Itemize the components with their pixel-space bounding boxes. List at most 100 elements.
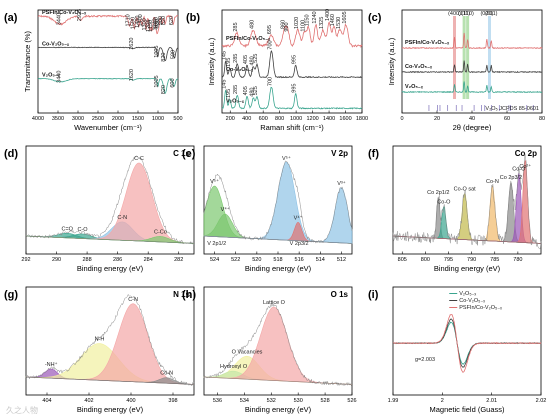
peak-label: 980	[155, 19, 161, 28]
x-tick-label: 60	[504, 116, 510, 122]
peak-band	[462, 16, 466, 99]
peak-label: 620	[169, 16, 175, 25]
legend-entry: Co-V₂O₅₋ₓ	[459, 298, 485, 304]
peak-label: 695	[267, 25, 273, 34]
plot-frame	[37, 9, 179, 114]
g-factor-annotation: g=2.003	[415, 357, 435, 363]
background-line	[25, 235, 195, 244]
peak-label: 600	[170, 78, 176, 87]
peak-label: 700	[267, 40, 273, 49]
peak-band	[466, 16, 470, 99]
panel-label: (g)	[4, 289, 18, 301]
spectrum-series-line	[37, 14, 179, 35]
x-tick-label: 780	[513, 257, 522, 263]
spectrum-series-line	[37, 46, 179, 62]
background-line	[25, 376, 195, 385]
panel-c: 0 20 40 60 80 2θ (degree) Intensity (a.u.) (c) (…	[368, 9, 545, 132]
peak-label: 820	[161, 85, 167, 94]
panel-b: 200 400 600 800 1000 1200 1400 1600 1800 Raman sh…	[186, 9, 368, 132]
x-tick-label: 790	[467, 257, 476, 263]
hkl-label: (111)	[458, 11, 470, 17]
legend-entry: PSFIn/Co-V₂O₅₋ₓ	[459, 305, 502, 311]
x-tick-label: 1000	[290, 116, 302, 122]
peak-label: 285	[233, 54, 239, 63]
panel-label: (f)	[368, 148, 379, 160]
x-tick-label: 2	[441, 398, 444, 404]
series-label: V₂O₅₋ₓ	[405, 84, 424, 90]
component-label: Co-N	[486, 179, 499, 185]
component-label: Co-N	[160, 371, 173, 377]
component-label: Co-O sat	[454, 187, 476, 193]
spectrum-series-line	[221, 21, 363, 49]
x-tick-label: 534	[240, 398, 249, 404]
plot-frame	[392, 286, 542, 396]
x-axis-label: Binding energy (eV)	[245, 405, 312, 414]
plot-frame	[203, 286, 353, 396]
component-label: V⁴⁺	[221, 206, 230, 213]
x-tick-label: 400	[242, 116, 251, 122]
peak-label: 1040	[152, 18, 158, 30]
component-label: Co²⁺	[519, 163, 531, 170]
raw-spectrum-line	[392, 153, 542, 250]
component-label: V⁴⁺	[294, 214, 303, 221]
peak-label: 145	[222, 51, 228, 60]
peak-label: 995	[292, 55, 298, 64]
panel-label: (e)	[182, 148, 196, 160]
panel-title: C 1s	[173, 149, 190, 158]
x-tick-label: 20	[434, 116, 440, 122]
x-axis-label: Binding energy (eV)	[245, 264, 312, 273]
x-tick-label: 785	[490, 257, 499, 263]
x-tick-label: 1600	[339, 116, 351, 122]
series-label: Co-V₂O₅₋ₓ	[42, 41, 70, 47]
series-label: V₂O₅₋ₓ	[226, 98, 245, 104]
xrd-series-line	[401, 32, 543, 50]
component-label: Co-O	[437, 199, 451, 205]
y-axis-label: Intensity (a.u.)	[207, 37, 216, 85]
peak-label: 1150	[304, 14, 310, 26]
peak-label: 525	[253, 54, 259, 63]
peak-label: 1005	[154, 45, 160, 57]
x-tick-label: 3000	[72, 116, 84, 122]
x-tick-label: 292	[21, 257, 30, 263]
x-axis-label: Magnetic field (Guass)	[429, 405, 505, 414]
component-label: C-N	[117, 215, 127, 221]
x-tick-label: 3500	[52, 116, 64, 122]
series-label: Co-V₂O₅₋ₓ	[405, 64, 433, 70]
spectrum-series-line	[221, 86, 363, 110]
component-label: V³⁺	[337, 180, 346, 187]
x-tick-label: 2.02	[536, 398, 547, 404]
x-tick-label: 518	[273, 257, 282, 263]
peak-label: 525	[253, 86, 259, 95]
panel-title: O 1s	[331, 290, 349, 299]
series-label: Co-V₂O₅₋ₓ	[226, 67, 254, 73]
peak-label: 1480	[135, 16, 141, 28]
hkl-label: (011)	[485, 11, 498, 17]
peak-label: 860	[281, 20, 287, 29]
plot-frame	[392, 145, 542, 255]
epr-series-line	[392, 314, 542, 373]
peak-label: 900	[284, 22, 290, 31]
component-label: Co-O	[512, 166, 526, 172]
panel-label: (b)	[186, 12, 200, 24]
peak-label: 2925	[77, 9, 83, 21]
peak-label: 1620	[129, 69, 135, 81]
peak-label: 1005	[154, 75, 160, 87]
peak-label: 995	[292, 84, 298, 93]
hkl-label: (400)	[448, 11, 461, 17]
peak-label: 1460	[330, 14, 336, 26]
peak-label: 195	[226, 89, 232, 98]
panel-title: V 2p	[331, 149, 348, 158]
peak-label: 1400	[138, 14, 144, 26]
x-axis-label: 2θ (degree)	[453, 123, 492, 132]
series-label: PSFIn/Co-V₂O₅₋ₓ	[226, 36, 271, 42]
x-tick-label: 1500	[132, 116, 144, 122]
background-line	[203, 376, 353, 385]
peak-label: 1620	[129, 38, 135, 50]
peak-label: 145	[222, 80, 228, 89]
x-tick-label: 522	[231, 257, 240, 263]
panel-label: (c)	[368, 12, 382, 24]
x-tick-label: 516	[295, 257, 304, 263]
component-label: Lattice O	[263, 300, 286, 306]
x-axis-label: Binding energy (eV)	[434, 264, 501, 273]
peak-label: 1530	[336, 17, 342, 29]
